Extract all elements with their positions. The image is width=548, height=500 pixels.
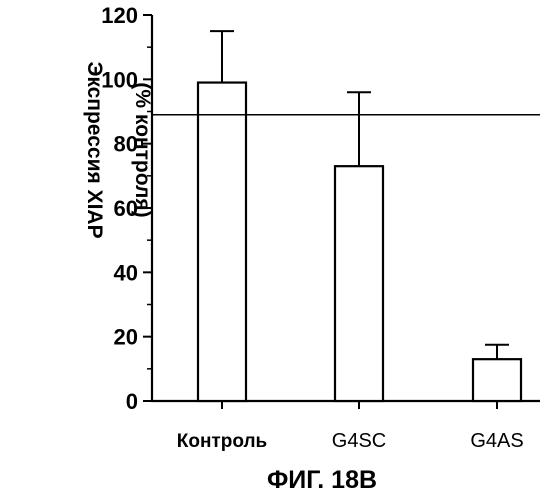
x-tick-label: Контроль — [177, 431, 267, 452]
y-tick-label: 120 — [101, 3, 138, 28]
bar — [473, 359, 521, 401]
bar — [198, 83, 246, 401]
x-tick-labels: Контроль G4SC G4AS — [177, 430, 524, 452]
y-tick-label: 0 — [126, 389, 138, 414]
y-tick-label: 80 — [114, 132, 138, 157]
x-tick-label: G4AS — [470, 430, 523, 452]
y-tick-label: 20 — [114, 325, 138, 350]
y-tick-label: 40 — [114, 260, 138, 285]
figure-caption: ФИГ. 18В — [267, 466, 377, 494]
bar — [335, 166, 383, 401]
y-tick-label: 100 — [101, 67, 138, 92]
y-tick-label: 60 — [114, 196, 138, 221]
y-ticks: 0 20 40 60 80 100 120 — [101, 3, 152, 414]
x-tick-label: G4SC — [332, 430, 386, 452]
